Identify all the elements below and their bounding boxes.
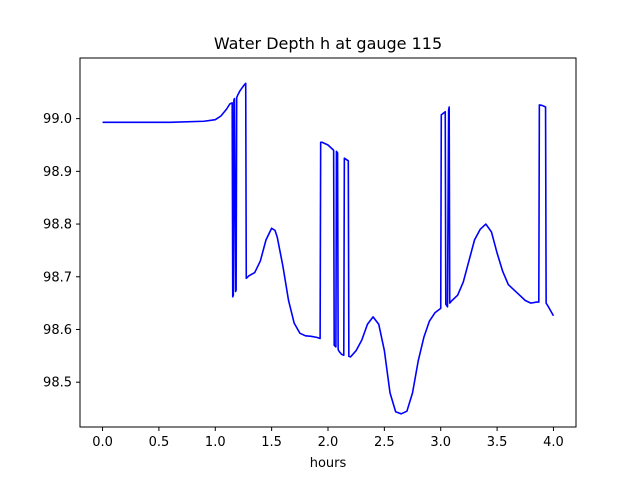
series-line-0 bbox=[102, 82, 555, 415]
x-tick-label: 2.5 bbox=[374, 435, 395, 450]
y-tick-label: 99.0 bbox=[43, 112, 72, 127]
y-tick-label: 98.8 bbox=[43, 218, 72, 233]
plot-area bbox=[102, 82, 555, 415]
x-tick-label: 1.0 bbox=[205, 435, 226, 450]
x-tick-label: 4.0 bbox=[543, 435, 564, 450]
y-tick-label: 98.6 bbox=[43, 323, 72, 338]
x-tick-label: 0.0 bbox=[92, 435, 113, 450]
x-tick-label: 1.5 bbox=[261, 435, 282, 450]
x-axis-label: hours bbox=[310, 456, 347, 471]
y-tick-label: 98.9 bbox=[43, 165, 72, 180]
chart-title: Water Depth h at gauge 115 bbox=[214, 34, 442, 53]
y-axis: 98.5 98.6 98.7 98.8 98.9 99.0 bbox=[43, 112, 80, 391]
x-tick-label: 3.5 bbox=[487, 435, 508, 450]
x-axis: 0.0 0.5 1.0 1.5 2.0 2.5 3.0 3.5 4.0 bbox=[92, 427, 564, 450]
x-tick-label: 2.0 bbox=[318, 435, 339, 450]
x-tick-label: 0.5 bbox=[149, 435, 170, 450]
x-tick-label: 3.0 bbox=[430, 435, 451, 450]
y-tick-label: 98.5 bbox=[43, 376, 72, 391]
y-tick-label: 98.7 bbox=[43, 270, 72, 285]
